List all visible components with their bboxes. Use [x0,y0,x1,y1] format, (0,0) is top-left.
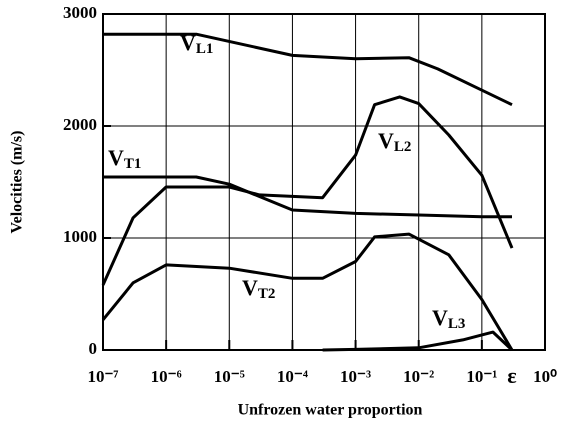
y-axis-label: Velocities (m/s) [9,131,26,234]
x-tick-label: 10⁻⁵ [214,367,245,386]
series-label: VL2 [378,128,411,155]
series-label: VT1 [108,145,141,172]
plot-frame [102,13,546,351]
x-tick-label: 10⁻¹ [466,367,497,386]
y-tick-label: 0 [89,339,98,358]
x-tick-label: 10⁻² [403,367,434,386]
line [322,330,514,352]
y-tick-label: 2000 [63,115,97,134]
line [101,95,514,286]
y-tick-label: 3000 [63,3,97,22]
y-tick-label: 1000 [63,227,97,246]
x-tick-label: 10⁰ [533,367,557,386]
x-tick-label: 10⁻⁷ [87,367,118,386]
annotation: ε [507,363,516,388]
x-tick-label: 10⁻⁴ [277,367,308,386]
line [103,175,512,219]
x-axis-label: Unfrozen water proportion [238,402,423,419]
line [103,32,513,107]
x-tick-label: 10⁻³ [340,367,371,386]
series-label: VL3 [432,305,465,332]
line [101,232,514,351]
series-label: VL1 [180,30,213,57]
series-label: VT2 [242,275,275,302]
x-tick-label: 10⁻⁶ [151,367,182,386]
